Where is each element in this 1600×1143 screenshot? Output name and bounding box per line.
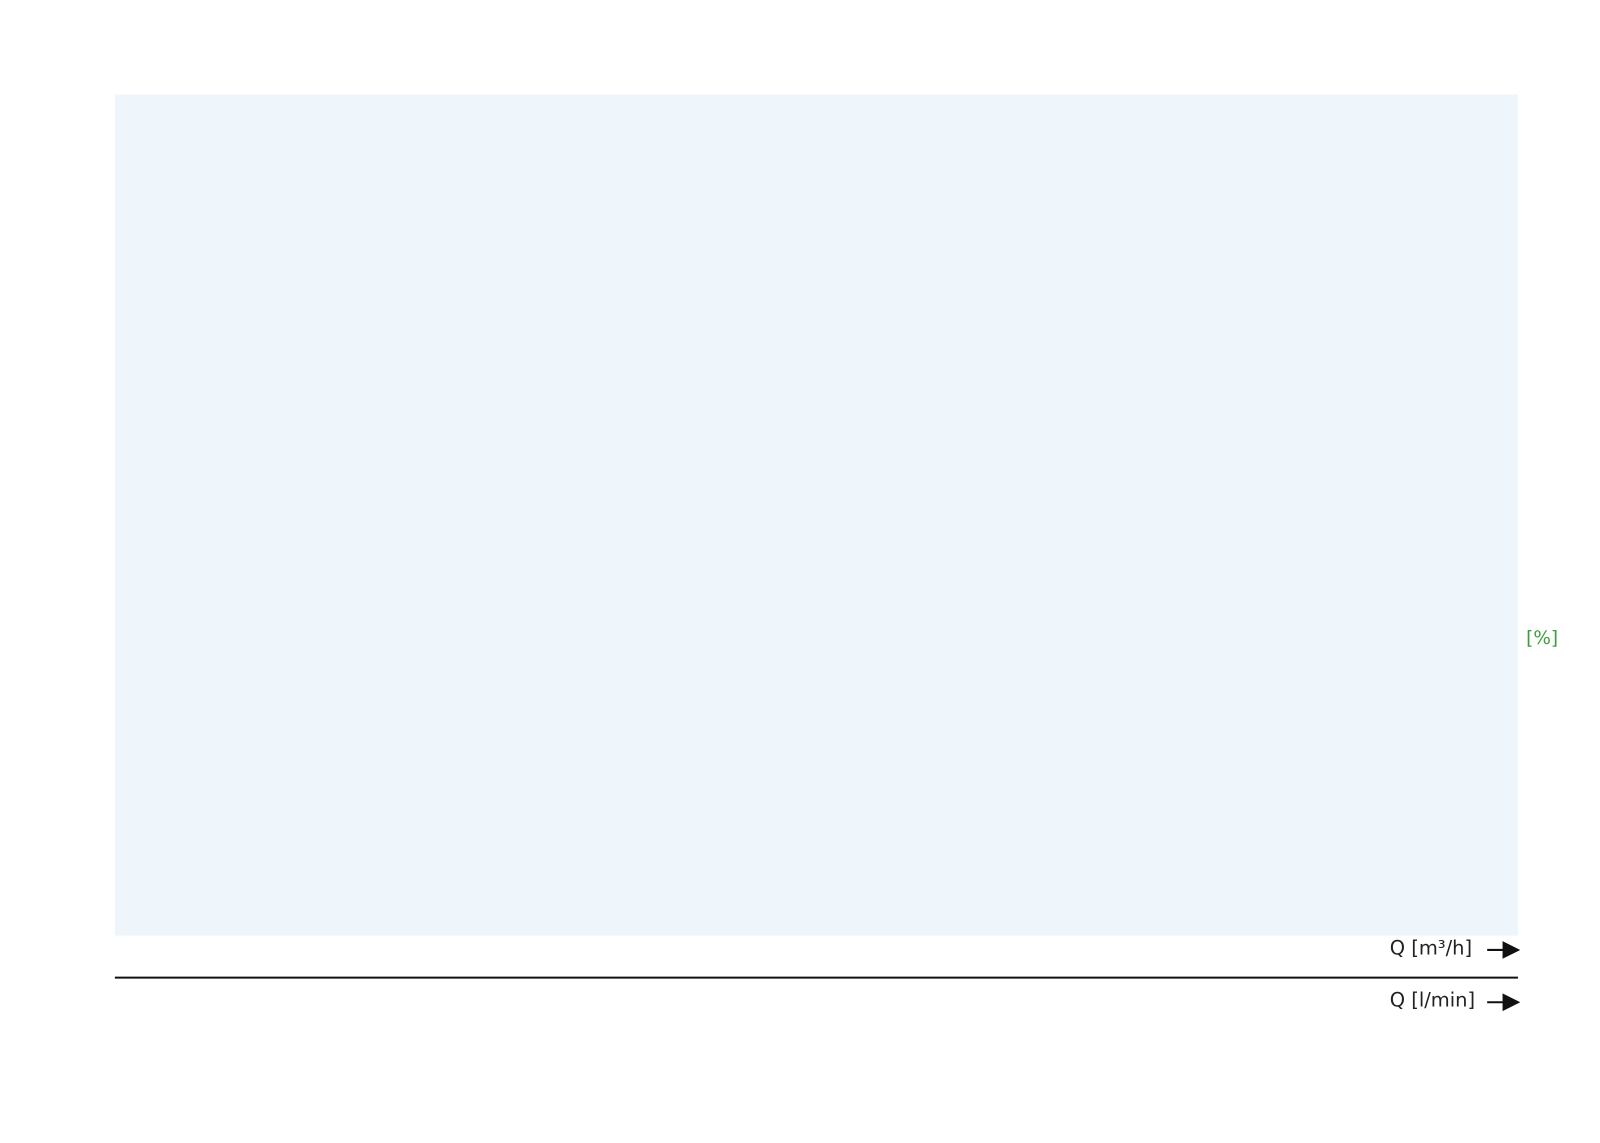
plot-area bbox=[114, 94, 1518, 936]
y2-axis-label: [%] bbox=[1526, 628, 1558, 649]
arrow bbox=[1487, 993, 1521, 1012]
x-axis-label: Q [m³/h] bbox=[1390, 936, 1472, 959]
axes: Q [m³/h] Q [l/min] [%] bbox=[114, 628, 1558, 1012]
x2-axis-label: Q [l/min] bbox=[1390, 989, 1475, 1012]
arrow bbox=[1487, 941, 1521, 959]
